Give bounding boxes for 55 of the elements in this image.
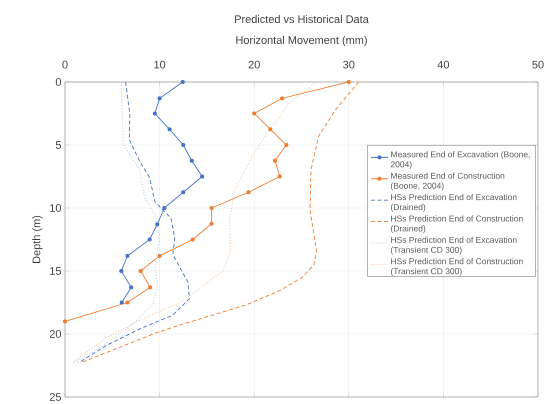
y-tick-label: 5: [56, 141, 62, 149]
point: [210, 206, 214, 210]
point: [190, 158, 194, 163]
x-tick-label: 20: [248, 60, 260, 68]
point: [155, 222, 160, 226]
legend-label: HSs Prediction End of Construction (Transient CD 300): [390, 258, 523, 276]
line-series: [73, 81, 160, 364]
point: [210, 222, 214, 226]
legend-label: HSs Prediction End of Excavation (Drained): [390, 194, 516, 212]
legend-label: Measured End of Excavation (Boone, 2004): [390, 151, 530, 169]
point: [268, 127, 272, 132]
y-tick-label: 15: [50, 267, 62, 275]
point: [252, 111, 256, 116]
x-tick-label: 50: [532, 60, 544, 68]
point: [158, 254, 162, 258]
y-axis-title: Depth (m): [32, 216, 42, 263]
point: [125, 300, 130, 304]
point: [167, 127, 172, 132]
legend-label: HSs Prediction End of Excavation (Transient CD 300): [390, 236, 516, 254]
point: [284, 142, 288, 147]
point: [180, 80, 185, 84]
point: [272, 158, 278, 163]
point: [181, 142, 186, 147]
point: [190, 237, 195, 242]
point: [148, 237, 152, 242]
point: [200, 174, 204, 178]
chart-title: Predicted vs Historical Data: [235, 14, 369, 23]
point: [138, 268, 143, 273]
x-tick-label: 30: [343, 60, 354, 68]
point: [125, 254, 130, 258]
x-tick-label: 10: [154, 60, 166, 68]
point: [181, 190, 186, 194]
point: [129, 285, 134, 290]
point: [62, 319, 68, 324]
y-tick-label: 0: [56, 78, 62, 86]
legend-label: Measured End of Construction (Boone, 2004): [390, 172, 504, 190]
point: [158, 96, 162, 100]
x-tick-label: 40: [438, 60, 450, 68]
x-tick-label: 0: [62, 60, 68, 68]
point: [280, 96, 284, 100]
y-tick-label: 20: [50, 330, 62, 338]
point: [246, 190, 251, 194]
point: [119, 268, 124, 273]
point: [346, 80, 351, 84]
line-series: [80, 81, 360, 364]
point: [278, 174, 282, 178]
point: [152, 111, 157, 116]
point: [148, 285, 152, 290]
point: [120, 300, 124, 304]
y-tick-label: 10: [50, 204, 62, 212]
y-tick-label: 25: [50, 393, 62, 401]
x-axis-title: Horizontal Movement (mm): [236, 36, 367, 46]
legend-label: HSs Prediction End of Construction (Drained): [390, 215, 523, 234]
point: [162, 206, 166, 210]
line-series: [71, 81, 318, 364]
